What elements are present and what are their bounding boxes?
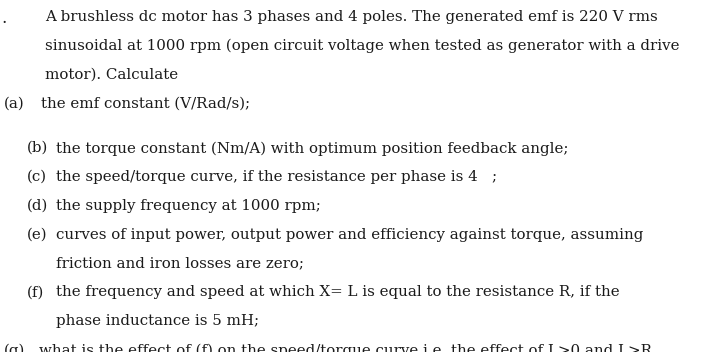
Text: (f): (f) bbox=[27, 285, 45, 300]
Text: the torque constant (Nm/A) with optimum position feedback angle;: the torque constant (Nm/A) with optimum … bbox=[56, 141, 569, 156]
Text: (b): (b) bbox=[27, 141, 49, 155]
Text: (d): (d) bbox=[27, 199, 49, 213]
Text: (a): (a) bbox=[4, 96, 24, 111]
Text: what is the effect of (f) on the speed/torque curve i.e. the effect of L>0 and L: what is the effect of (f) on the speed/t… bbox=[39, 343, 652, 352]
Text: A brushless dc motor has 3 phases and 4 poles. The generated emf is 220 V rms: A brushless dc motor has 3 phases and 4 … bbox=[45, 10, 657, 24]
Text: curves of input power, output power and efficiency against torque, assuming: curves of input power, output power and … bbox=[56, 228, 644, 242]
Text: (g): (g) bbox=[4, 343, 25, 352]
Text: the frequency and speed at which X= L is equal to the resistance R, if the: the frequency and speed at which X= L is… bbox=[56, 285, 620, 300]
Text: the supply frequency at 1000 rpm;: the supply frequency at 1000 rpm; bbox=[56, 199, 321, 213]
Text: (c): (c) bbox=[27, 170, 48, 184]
Text: the emf constant (V/Rad/s);: the emf constant (V/Rad/s); bbox=[41, 96, 250, 111]
Text: phase inductance is 5 mH;: phase inductance is 5 mH; bbox=[56, 314, 259, 328]
Text: friction and iron losses are zero;: friction and iron losses are zero; bbox=[56, 257, 304, 271]
Text: motor). Calculate: motor). Calculate bbox=[45, 68, 178, 82]
Text: (e): (e) bbox=[27, 228, 48, 242]
Text: the speed/torque curve, if the resistance per phase is 4   ;: the speed/torque curve, if the resistanc… bbox=[56, 170, 498, 184]
Text: .: . bbox=[1, 10, 6, 27]
Text: sinusoidal at 1000 rpm (open circuit voltage when tested as generator with a dri: sinusoidal at 1000 rpm (open circuit vol… bbox=[45, 39, 679, 53]
